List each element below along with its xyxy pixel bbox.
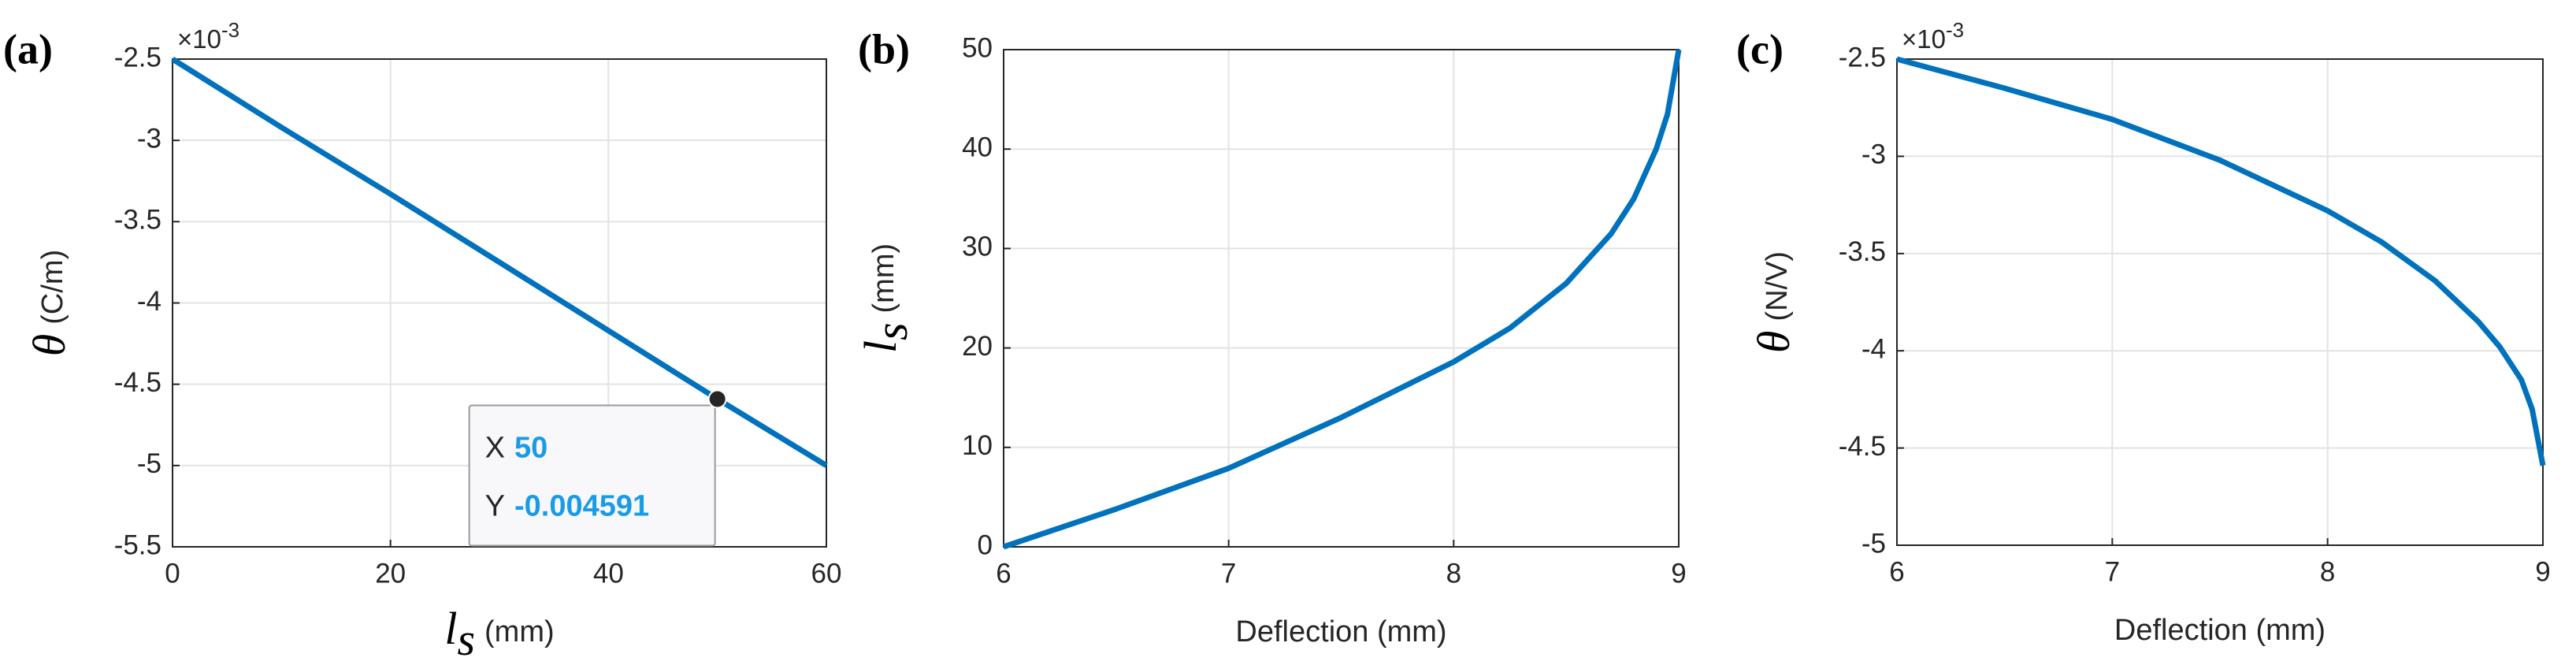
y-tick-label: -2.5 xyxy=(1839,42,1886,72)
axes-box xyxy=(172,58,827,548)
y-tick-label: -5 xyxy=(137,448,161,479)
datatip-y-value: -0.004591 xyxy=(514,489,649,522)
y-tick-label: -2.5 xyxy=(114,42,161,72)
y-tick-label: -3 xyxy=(1861,139,1886,170)
y-tick-label: -3.5 xyxy=(1839,236,1886,267)
x-tick-label: 7 xyxy=(2105,556,2120,587)
y-tick-label: -3.5 xyxy=(114,205,161,236)
axis-symbol: θ xyxy=(1748,331,1799,354)
panel-label: (b) xyxy=(858,25,910,72)
y-tick-label: -4 xyxy=(137,286,161,317)
axis-label-text: Deflection (mm) xyxy=(1235,615,1446,648)
axis-symbol: l xyxy=(855,340,906,353)
y-tick-label: 20 xyxy=(962,331,993,362)
axis-subscript: s xyxy=(866,322,917,340)
x-tick-label: 6 xyxy=(996,558,1011,589)
x-tick-label: 8 xyxy=(2320,556,2335,587)
exponent-power: -3 xyxy=(1946,18,1964,42)
datatip-x-value: 50 xyxy=(514,431,547,464)
plot-area xyxy=(1897,59,2543,545)
plot-area xyxy=(1004,50,1679,547)
y-tick-label: 30 xyxy=(962,232,993,262)
x-tick-label: 7 xyxy=(1221,558,1236,589)
axis-label: ls (mm) xyxy=(444,603,554,665)
y-tick-label: 0 xyxy=(978,529,993,560)
x-tick-label: 20 xyxy=(375,558,406,589)
panel-label: (c) xyxy=(1736,25,1784,72)
axis-unit: (mm) xyxy=(484,615,555,648)
y-tick-label: -5.5 xyxy=(114,529,161,560)
axis-label: Deflection (mm) xyxy=(2114,614,2325,647)
x-tick-label: 40 xyxy=(593,558,624,589)
axis-label: Deflection (mm) xyxy=(1235,615,1446,648)
datatip-point xyxy=(707,389,727,409)
datatip-x: X 50 xyxy=(485,431,548,464)
y-tick-label: 50 xyxy=(962,32,993,63)
x-tick-label: 60 xyxy=(811,558,842,589)
data-line xyxy=(1002,49,1682,550)
axes-box xyxy=(1896,58,2544,546)
exponent-base: ×10 xyxy=(1902,24,1946,54)
chart-panel: 6 7 8 9-5-4.5-4-3.5-3-2.5(c) ×10-3Deflection… xyxy=(1736,18,2551,647)
axis-unit: (mm) xyxy=(867,243,900,314)
datatip-y: Y -0.004591 xyxy=(485,489,650,522)
axis-label: θ (N/V) xyxy=(1748,251,1799,353)
x-tick-label: 9 xyxy=(2535,556,2550,587)
x-tick-label: 8 xyxy=(1446,558,1461,589)
panel-label: (a) xyxy=(3,25,53,72)
axis-label: θ (C/m) xyxy=(24,250,75,356)
exponent-label: ×10-3 xyxy=(177,18,239,54)
axis-symbol: l xyxy=(444,603,457,654)
chart-panel: 0 20 40 60-5.5-5-4.5-4-3.5-3-2.5(a) ×10-3ls(… xyxy=(3,18,841,665)
y-tick-label: 10 xyxy=(962,430,993,461)
axes-box xyxy=(1003,49,1680,548)
y-tick-label: -5 xyxy=(1861,528,1886,559)
datatip-x-name: X xyxy=(485,431,505,464)
datatip-box xyxy=(468,404,716,547)
x-tick-label: 9 xyxy=(1671,558,1686,589)
y-tick-label: -4.5 xyxy=(114,367,161,398)
axis-subscript: s xyxy=(457,614,475,665)
axis-unit: (N/V) xyxy=(1761,251,1794,321)
chart-panel: 6 7 8 9 0 10 20 30 40 50 (b) Deflection (mm) ls (mm) xyxy=(855,25,1686,648)
axis-label: ls (mm) xyxy=(855,243,917,353)
y-tick-label: -4 xyxy=(1861,333,1886,364)
y-tick-label: -3 xyxy=(137,123,161,154)
data-line xyxy=(1896,56,2546,466)
y-tick-label: 40 xyxy=(962,132,993,162)
exponent-power: -3 xyxy=(221,18,239,42)
y-tick-label: -4.5 xyxy=(1839,431,1886,462)
exponent-label: ×10-3 xyxy=(1902,18,1964,54)
axis-symbol: θ xyxy=(24,334,75,357)
exponent-base: ×10 xyxy=(177,24,221,54)
axis-label-text: Deflection (mm) xyxy=(2114,614,2325,647)
x-tick-label: 6 xyxy=(1889,556,1904,587)
axis-unit: (C/m) xyxy=(36,250,69,325)
datatip-y-name: Y xyxy=(485,489,505,522)
x-tick-label: 0 xyxy=(165,558,180,589)
